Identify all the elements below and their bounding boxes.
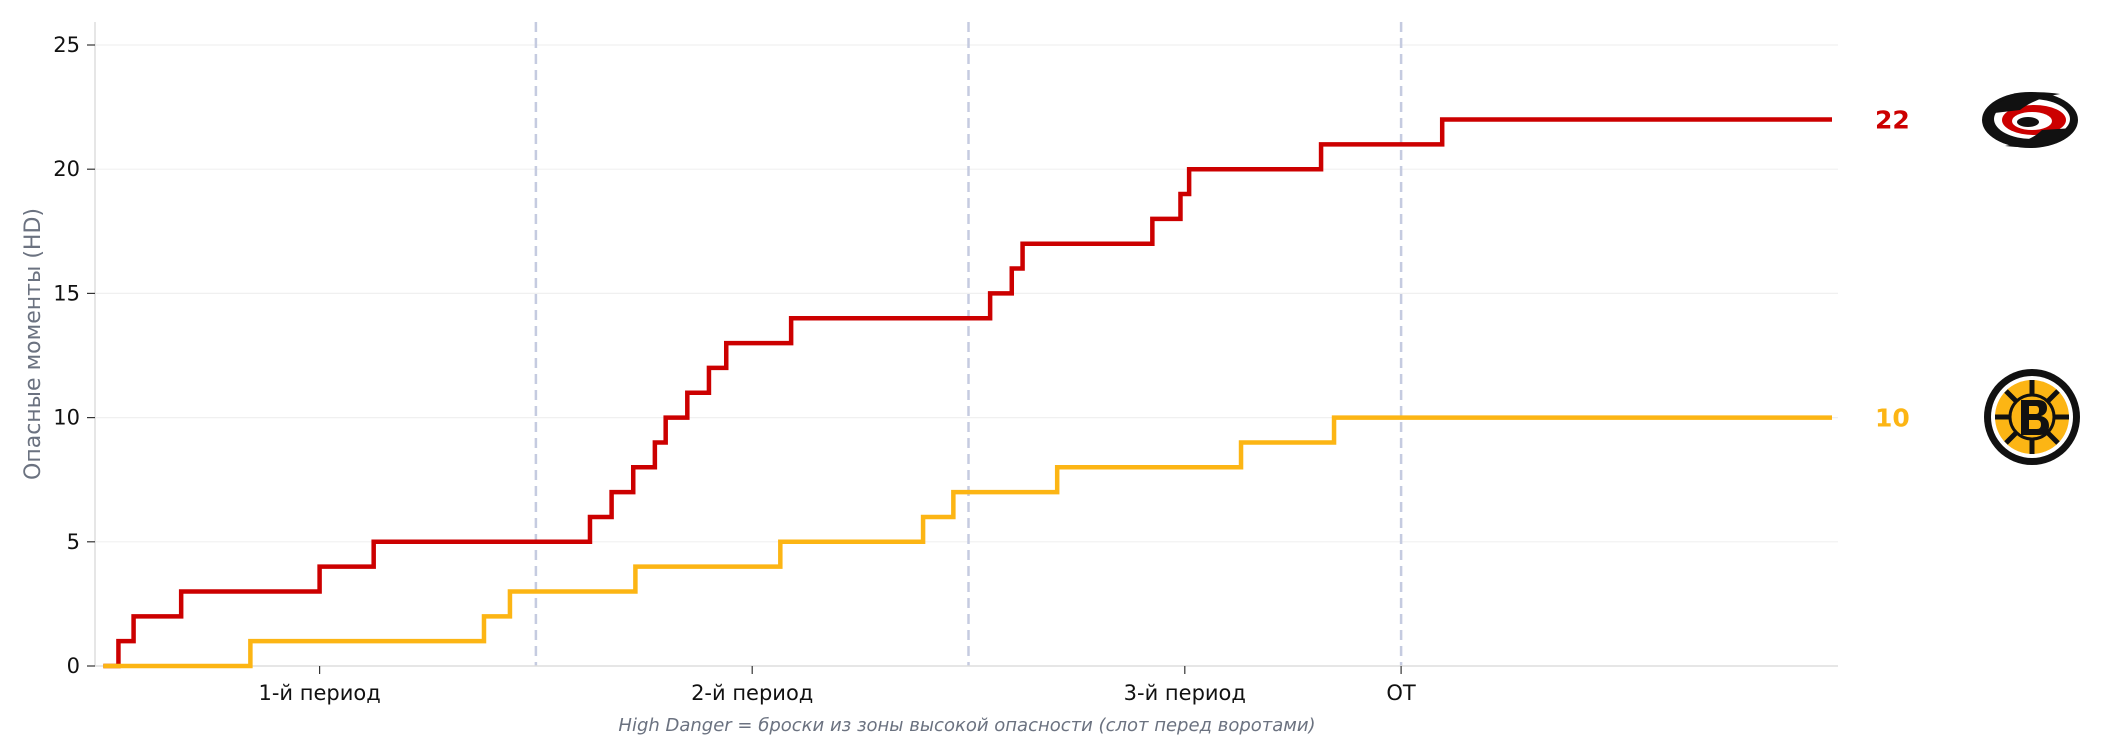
series-final-label: 22 [1875, 106, 1910, 135]
y-tick-label: 15 [53, 281, 80, 305]
x-ticks: 1-й период 2-й период 3-й период OT [258, 666, 1416, 705]
chart-note: High Danger = броски из зоны высокой опа… [618, 715, 1315, 736]
bruins-logo [1984, 369, 2080, 465]
x-tick-label: 2-й период [691, 681, 813, 705]
y-tick-label: 0 [67, 654, 80, 678]
series-lines [103, 117, 1832, 669]
y-axis-label: Опасные моменты (HD) [21, 208, 46, 480]
y-ticks: 0 5 10 15 20 25 [53, 33, 95, 678]
series-line [103, 117, 1832, 669]
y-tick-label: 20 [53, 157, 80, 181]
x-tick-label: 3-й период [1124, 681, 1246, 705]
period-separators [534, 22, 1403, 666]
hurricanes-logo [1982, 92, 2078, 148]
series-final-label: 10 [1875, 404, 1910, 433]
y-tick-label: 10 [53, 406, 80, 430]
y-tick-label: 5 [67, 530, 80, 554]
y-tick-label: 25 [53, 33, 80, 57]
x-tick-label: OT [1386, 681, 1416, 705]
series-line [103, 415, 1832, 669]
x-tick-label: 1-й период [258, 681, 380, 705]
end-labels: 22 10 [1875, 106, 1910, 433]
axes [94, 22, 1838, 667]
